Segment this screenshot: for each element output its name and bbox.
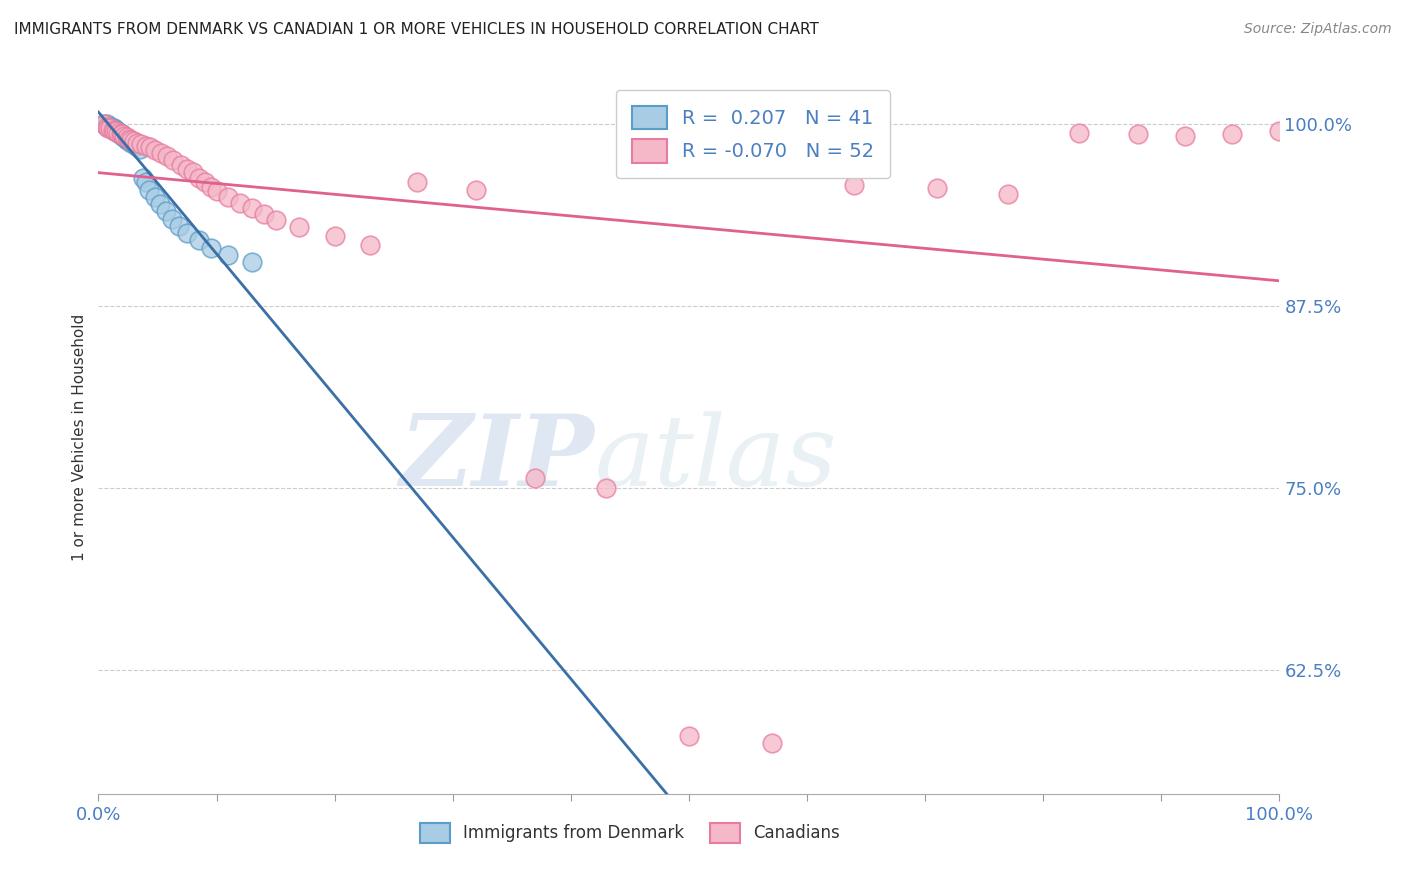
Text: Source: ZipAtlas.com: Source: ZipAtlas.com	[1244, 22, 1392, 37]
Point	[105, 124, 128, 138]
Point	[138, 182, 160, 196]
Point	[240, 255, 263, 269]
Point	[181, 165, 204, 179]
Point	[98, 121, 121, 136]
Point	[143, 190, 166, 204]
Point	[135, 175, 157, 189]
Point	[844, 178, 866, 193]
Point	[111, 127, 134, 141]
Text: atlas: atlas	[595, 411, 837, 506]
Point	[264, 213, 287, 227]
Point	[200, 241, 222, 255]
Y-axis label: 1 or more Vehicles in Household: 1 or more Vehicles in Household	[72, 313, 87, 561]
Point	[112, 128, 135, 143]
Point	[406, 175, 429, 189]
Point	[217, 190, 239, 204]
Point	[194, 175, 217, 189]
Point	[595, 481, 617, 495]
Text: ZIP: ZIP	[399, 410, 595, 507]
Point	[103, 121, 125, 136]
Point	[217, 248, 239, 262]
Point	[118, 131, 141, 145]
Point	[205, 184, 228, 198]
Point	[187, 170, 209, 185]
Point	[98, 120, 121, 134]
Point	[101, 121, 124, 136]
Point	[1126, 127, 1149, 141]
Point	[288, 220, 311, 235]
Point	[129, 137, 152, 152]
Point	[187, 234, 209, 248]
Point	[110, 127, 132, 141]
Point	[128, 142, 150, 156]
Point	[1067, 126, 1090, 140]
Point	[93, 117, 115, 131]
Point	[118, 135, 141, 149]
Point	[110, 127, 132, 141]
Point	[111, 127, 134, 141]
Point	[112, 128, 135, 143]
Point	[93, 117, 115, 131]
Point	[103, 123, 125, 137]
Point	[132, 170, 155, 185]
Point	[170, 158, 193, 172]
Point	[160, 211, 183, 226]
Point	[150, 146, 173, 161]
Point	[125, 138, 148, 153]
Point	[103, 124, 125, 138]
Point	[121, 136, 143, 150]
Point	[115, 133, 138, 147]
Point	[114, 131, 136, 145]
Point	[155, 204, 177, 219]
Point	[229, 195, 252, 210]
Point	[101, 123, 124, 137]
Point	[997, 186, 1019, 201]
Point	[97, 121, 120, 136]
Point	[108, 126, 131, 140]
Legend: Immigrants from Denmark, Canadians: Immigrants from Denmark, Canadians	[413, 816, 846, 850]
Point	[115, 130, 138, 145]
Point	[107, 126, 129, 140]
Point	[253, 207, 276, 221]
Point	[176, 226, 198, 240]
Point	[135, 138, 157, 153]
Point	[176, 162, 198, 177]
Point	[139, 140, 162, 154]
Point	[925, 181, 948, 195]
Point	[1268, 124, 1291, 138]
Point	[105, 123, 128, 137]
Point	[678, 729, 700, 743]
Point	[98, 120, 121, 134]
Point	[112, 130, 135, 145]
Point	[121, 133, 143, 147]
Point	[323, 229, 346, 244]
Point	[359, 237, 381, 252]
Point	[1220, 127, 1243, 141]
Point	[761, 736, 783, 750]
Point	[167, 219, 190, 233]
Point	[143, 143, 166, 157]
Point	[156, 149, 179, 163]
Point	[96, 120, 118, 134]
Point	[97, 120, 120, 134]
Point	[111, 128, 134, 143]
Point	[105, 123, 128, 137]
Point	[122, 135, 145, 149]
Point	[107, 126, 129, 140]
Point	[117, 133, 139, 147]
Point	[127, 136, 149, 150]
Point	[465, 182, 488, 196]
Point	[524, 471, 547, 485]
Point	[105, 124, 128, 138]
Point	[240, 202, 263, 216]
Text: IMMIGRANTS FROM DENMARK VS CANADIAN 1 OR MORE VEHICLES IN HOUSEHOLD CORRELATION : IMMIGRANTS FROM DENMARK VS CANADIAN 1 OR…	[14, 22, 818, 37]
Point	[100, 120, 122, 134]
Point	[162, 153, 184, 168]
Point	[200, 179, 222, 194]
Point	[96, 117, 118, 131]
Point	[98, 121, 121, 136]
Point	[122, 137, 145, 152]
Point	[149, 197, 172, 211]
Point	[1174, 128, 1197, 143]
